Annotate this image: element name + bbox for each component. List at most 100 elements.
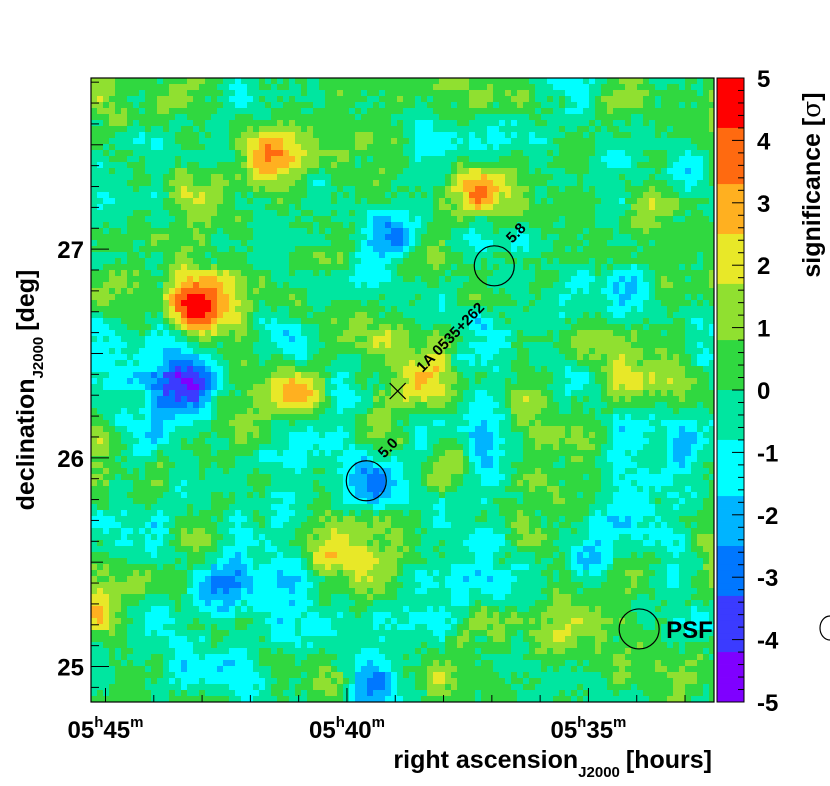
heatmap-cell <box>379 138 386 145</box>
heatmap-cell <box>121 294 128 301</box>
heatmap-cell <box>673 336 680 343</box>
heatmap-cell <box>547 174 554 181</box>
heatmap-cell <box>307 300 314 307</box>
heatmap-cell <box>625 192 632 199</box>
heatmap-cell <box>307 336 314 343</box>
heatmap-cell <box>313 144 320 151</box>
heatmap-cell <box>589 234 596 241</box>
heatmap-cell <box>463 336 470 343</box>
heatmap-cell <box>523 252 530 259</box>
heatmap-cell <box>391 306 398 313</box>
heatmap-cell <box>91 156 98 163</box>
heatmap-cell <box>469 354 476 361</box>
heatmap-cell <box>169 198 176 205</box>
heatmap-cell <box>607 360 614 367</box>
heatmap-cell <box>535 144 542 151</box>
heatmap-cell <box>103 120 110 127</box>
heatmap-cell <box>559 222 566 229</box>
heatmap-cell <box>703 156 710 163</box>
heatmap-cell <box>115 252 122 259</box>
heatmap-cell <box>703 312 710 319</box>
heatmap-cell <box>247 96 254 103</box>
heatmap-cell <box>415 336 422 343</box>
heatmap-cell <box>523 330 530 337</box>
heatmap-cell <box>289 324 296 331</box>
heatmap-cell <box>667 330 674 337</box>
heatmap-cell <box>265 354 272 361</box>
heatmap-cell <box>277 306 284 313</box>
heatmap-cell <box>523 282 530 289</box>
heatmap-cell <box>529 294 536 301</box>
heatmap-cell <box>541 102 548 109</box>
heatmap-cell <box>319 174 326 181</box>
heatmap-cell <box>643 234 650 241</box>
heatmap-cell <box>643 198 650 205</box>
heatmap-cell <box>325 108 332 115</box>
heatmap-cell <box>481 108 488 115</box>
heatmap-cell <box>415 282 422 289</box>
heatmap-cell <box>331 294 338 301</box>
heatmap-cell <box>247 162 254 169</box>
heatmap-cell <box>487 90 494 97</box>
heatmap-cell <box>373 192 380 199</box>
heatmap-cell <box>145 252 152 259</box>
heatmap-cell <box>295 264 302 271</box>
heatmap-cell <box>133 114 140 121</box>
heatmap-cell <box>277 324 284 331</box>
heatmap-cell <box>433 204 440 211</box>
heatmap-cell <box>487 330 494 337</box>
heatmap-cell <box>193 144 200 151</box>
heatmap-cell <box>217 102 224 109</box>
heatmap-cell <box>205 180 212 187</box>
heatmap-cell <box>559 354 566 361</box>
heatmap-cell <box>97 330 104 337</box>
heatmap-cell <box>487 114 494 121</box>
heatmap-cell <box>535 150 542 157</box>
heatmap-cell <box>235 228 242 235</box>
heatmap-cell <box>403 174 410 181</box>
heatmap-cell <box>91 216 98 223</box>
heatmap-cell <box>139 300 146 307</box>
heatmap-cell <box>565 324 572 331</box>
heatmap-cell <box>259 186 266 193</box>
heatmap-cell <box>97 306 104 313</box>
heatmap-cell <box>115 138 122 145</box>
heatmap-cell <box>319 120 326 127</box>
heatmap-cell <box>385 168 392 175</box>
heatmap-cell <box>397 144 404 151</box>
heatmap-cell <box>469 288 476 295</box>
heatmap-cell <box>217 78 224 85</box>
heatmap-cell <box>445 192 452 199</box>
heatmap-cell <box>367 108 374 115</box>
heatmap-cell <box>331 204 338 211</box>
heatmap-cell <box>697 252 704 259</box>
heatmap-cell <box>595 336 602 343</box>
heatmap-cell <box>109 132 116 139</box>
heatmap-cell <box>667 360 674 367</box>
heatmap-cell <box>493 138 500 145</box>
heatmap-cell <box>595 348 602 355</box>
heatmap-cell <box>547 354 554 361</box>
heatmap-cell <box>415 120 422 127</box>
heatmap-cell <box>661 354 668 361</box>
heatmap-cell <box>211 276 218 283</box>
heatmap-cell <box>163 126 170 133</box>
heatmap-cell <box>613 312 620 319</box>
heatmap-cell <box>487 150 494 157</box>
heatmap-cell <box>613 216 620 223</box>
heatmap-cell <box>529 138 536 145</box>
heatmap-cell <box>667 168 674 175</box>
heatmap-cell <box>415 90 422 97</box>
heatmap-cell <box>523 162 530 169</box>
heatmap-cell <box>493 126 500 133</box>
heatmap-cell <box>319 162 326 169</box>
heatmap-cell <box>643 126 650 133</box>
heatmap-cell <box>163 336 170 343</box>
heatmap-cell <box>523 360 530 367</box>
heatmap-cell <box>457 276 464 283</box>
heatmap-cell <box>655 228 662 235</box>
heatmap-cell <box>631 138 638 145</box>
heatmap-cell <box>121 342 128 349</box>
heatmap-cell <box>109 174 116 181</box>
heatmap-cell <box>139 138 146 145</box>
